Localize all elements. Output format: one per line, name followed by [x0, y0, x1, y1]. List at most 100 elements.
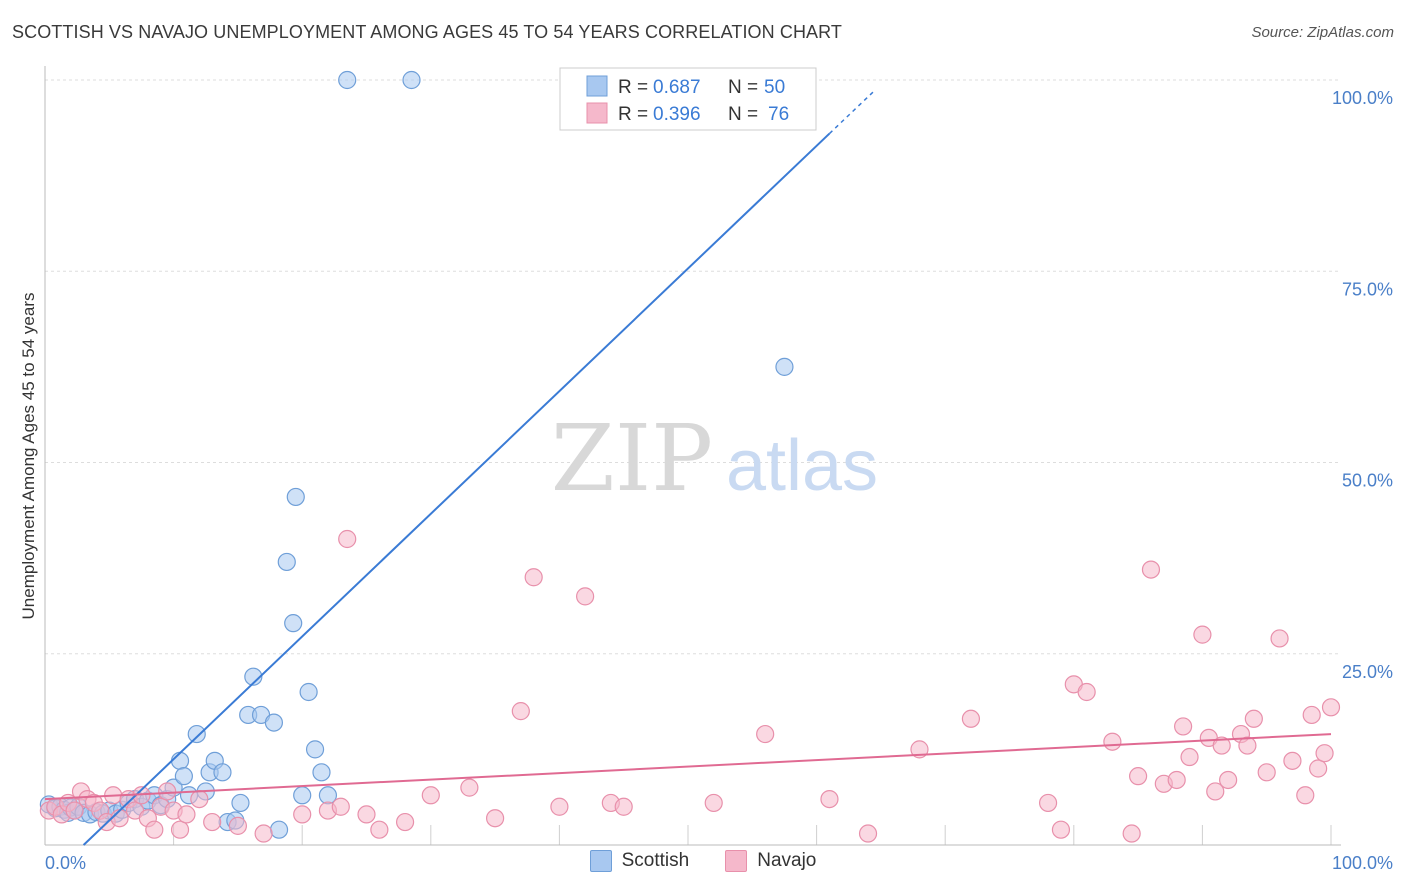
scottish-point: [213, 763, 232, 782]
trend-lines: [44, 90, 1332, 846]
bottom-legend: Scottish Navajo: [0, 850, 1406, 872]
scottish-n-value: 50: [764, 77, 785, 98]
navajo-point: [820, 789, 839, 809]
navajo-point: [1321, 698, 1341, 717]
grid: [44, 79, 1341, 845]
navajo-point: [1103, 732, 1122, 751]
scottish-point: [284, 614, 303, 633]
navajo-point: [1309, 759, 1328, 778]
legend-swatch-scottish: [589, 850, 612, 872]
navajo-point: [486, 809, 505, 828]
navajo-point: [1038, 793, 1058, 813]
navajo-point: [524, 568, 543, 587]
scottish-trend-line: [82, 132, 831, 846]
legend-label-navajo: Navajo: [757, 850, 817, 871]
scottish-point: [312, 763, 331, 782]
navajo-point: [1174, 717, 1193, 736]
navajo-point: [110, 809, 129, 828]
navajo-point: [704, 793, 723, 813]
navajo-point: [1141, 560, 1161, 579]
navajo-point: [370, 820, 389, 839]
stats-legend: R = 0.687 N = 50 R = 0.396 N = 76: [559, 67, 817, 131]
y-tick-label: 50.0%: [1342, 471, 1393, 491]
legend-item-navajo: Navajo: [725, 850, 816, 872]
y-tick-labels: 25.0% 50.0% 75.0% 100.0%: [1332, 88, 1393, 682]
navajo-point: [1212, 736, 1231, 755]
watermark: ZIP atlas: [551, 405, 878, 512]
scottish-r-label: R =: [618, 77, 648, 98]
navajo-point: [254, 824, 273, 843]
navajo-point: [1051, 820, 1071, 839]
scottish-point: [187, 724, 206, 744]
scottish-point: [244, 667, 263, 686]
x-tick-labels: 0.0% 100.0%: [45, 853, 1393, 873]
navajo-point: [614, 797, 633, 816]
navajo-point: [1302, 705, 1321, 725]
scottish-point: [286, 487, 305, 507]
navajo-point: [1219, 770, 1238, 790]
scottish-point: [170, 751, 190, 770]
scottish-point: [293, 786, 312, 805]
navajo-point: [170, 820, 190, 839]
y-tick-label: 25.0%: [1342, 662, 1393, 682]
scottish-point: [264, 713, 284, 732]
navajo-point: [357, 805, 376, 824]
navajo-point: [421, 786, 440, 805]
navajo-point: [1244, 709, 1263, 728]
navajo-point: [293, 805, 312, 824]
scottish-point: [338, 70, 357, 90]
navajo-point: [1257, 763, 1276, 782]
navajo-trend-line: [44, 733, 1332, 801]
scottish-r-value: 0.687: [653, 77, 701, 98]
scottish-point: [775, 357, 794, 376]
navajo-n-label: N =: [728, 104, 758, 125]
scottish-trend-extension: [828, 90, 875, 135]
axes: [44, 66, 1341, 846]
navajo-swatch: [586, 102, 608, 124]
scottish-point: [305, 740, 325, 759]
navajo-point: [1296, 786, 1315, 805]
navajo-point: [1206, 782, 1225, 801]
navajo-point: [395, 812, 415, 832]
navajo-point: [961, 709, 981, 728]
navajo-point: [756, 724, 775, 744]
scottish-point: [402, 70, 421, 90]
navajo-r-label: R =: [618, 104, 648, 125]
navajo-point: [331, 797, 350, 816]
navajo-point: [65, 801, 84, 820]
navajo-point: [1077, 682, 1096, 702]
navajo-point: [1270, 629, 1289, 648]
navajo-point: [177, 805, 196, 824]
y-tick-label: 100.0%: [1332, 88, 1393, 108]
navajo-point: [158, 782, 177, 801]
x-tick-label: 0.0%: [45, 853, 86, 873]
navajo-point: [550, 797, 569, 816]
watermark-zip: ZIP: [551, 405, 713, 512]
navajo-point: [576, 587, 595, 606]
navajo-point: [1315, 744, 1334, 763]
navajo-point: [910, 740, 929, 759]
chart-title: SCOTTISH VS NAVAJO UNEMPLOYMENT AMONG AG…: [12, 22, 843, 42]
watermark-atlas: atlas: [726, 426, 878, 506]
navajo-point: [511, 702, 530, 721]
legend-label-scottish: Scottish: [621, 850, 690, 871]
legend-swatch-navajo: [725, 850, 748, 872]
navajo-point: [1283, 751, 1302, 770]
navajo-n-value: 76: [768, 104, 789, 125]
legend-item-scottish: Scottish: [589, 850, 690, 872]
scottish-point: [299, 682, 318, 702]
scottish-point: [277, 552, 296, 572]
navajo-r-value: 0.396: [653, 104, 701, 125]
navajo-point: [1122, 824, 1141, 843]
navajo-point: [228, 816, 247, 835]
navajo-point: [190, 789, 209, 809]
scottish-swatch: [586, 75, 608, 97]
navajo-point: [460, 778, 479, 797]
navajo-point: [1167, 770, 1186, 790]
scottish-point: [174, 767, 193, 786]
navajo-point: [203, 812, 222, 832]
x-tick-label: 100.0%: [1332, 853, 1393, 873]
scottish-point: [269, 820, 289, 839]
scottish-point: [231, 793, 250, 813]
